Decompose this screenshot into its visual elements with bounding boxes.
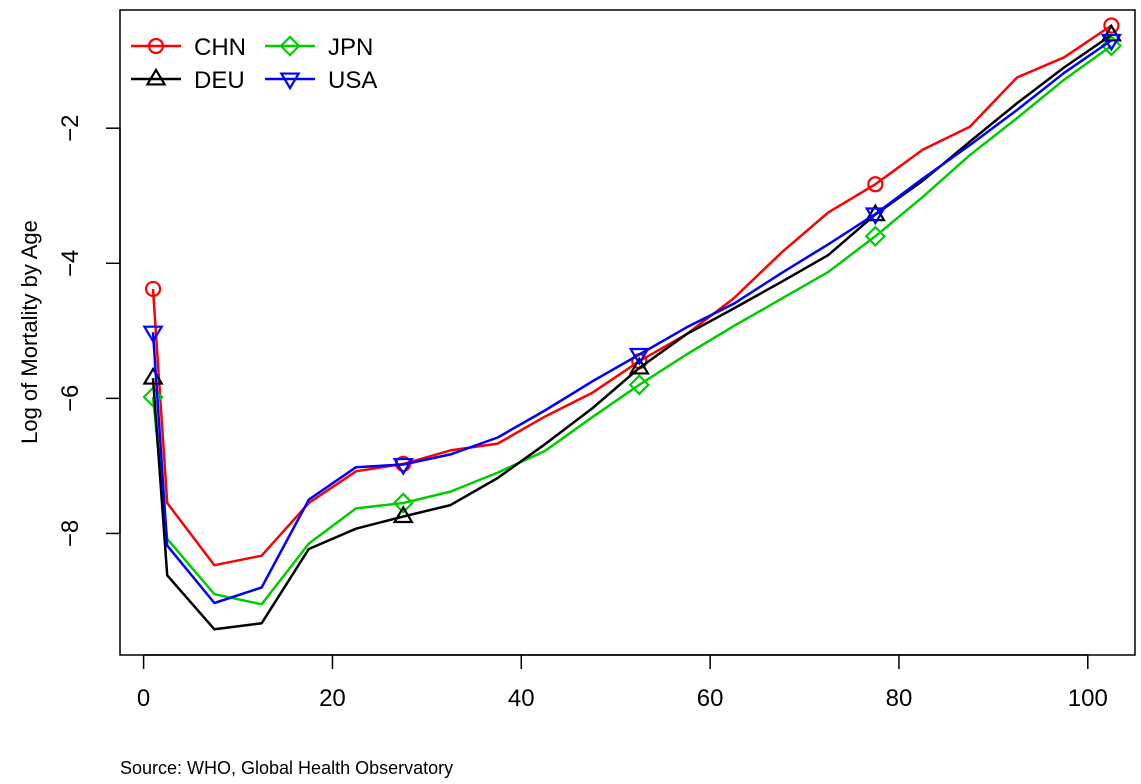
series-chn-point [867,176,884,193]
series-usa-point [142,325,164,344]
series-jpn [142,35,1123,606]
legend-marker-usa [279,72,301,91]
legend-label-usa: USA [328,67,377,94]
x-tick-label: 20 [319,685,346,712]
series-layer [142,17,1123,631]
series-usa-point [864,207,886,226]
series-jpn-point [864,225,887,247]
x-tick-label: 100 [1068,685,1108,712]
series-chn-point [144,280,162,298]
series-deu-point [392,505,414,524]
legend-item-usa: USA [265,67,377,94]
y-tick-label: −8 [57,520,84,547]
legend-item-jpn: JPN [265,34,373,61]
series-jpn-point [142,386,164,408]
x-tick-label: 60 [697,685,724,712]
y-tick-label: −6 [57,385,84,412]
x-tick-label: 0 [137,685,150,712]
y-axis-title: Log of Mortality by Age [17,220,42,444]
series-jpn-point [628,374,650,396]
legend-marker-deu [145,67,167,86]
series-usa-line [151,39,1113,605]
legend-marker-jpn [279,35,301,57]
legend: CHN JPN DEU USA [131,34,377,94]
series-usa-point [392,457,414,476]
legend-label-chn: CHN [194,34,246,61]
series-jpn-line [151,44,1113,606]
source-note: Source: WHO, Global Health Observatory [120,758,453,778]
series-chn-line [151,24,1113,567]
y-tick-label: −4 [57,250,84,277]
series-chn-point [1103,17,1120,34]
legend-label-jpn: JPN [328,34,373,61]
x-tick-label: 40 [508,685,535,712]
legend-item-deu: DEU [131,67,245,94]
series-jpn-point [392,492,414,514]
y-axis: −8 −6 −4 −2 [57,115,121,547]
series-usa-point [1100,33,1122,52]
legend-label-deu: DEU [194,67,245,94]
series-deu-point [142,366,164,385]
series-deu-point [864,203,886,222]
series-usa-point [628,347,650,366]
y-tick-label: −2 [57,115,84,142]
x-tick-label: 80 [886,685,913,712]
legend-marker-chn [147,37,165,55]
legend-item-chn: CHN [131,34,246,61]
series-usa [142,33,1122,605]
series-deu-point [628,356,650,375]
x-axis: 0 20 40 60 80 100 [137,654,1108,712]
series-jpn-point [1100,35,1123,57]
